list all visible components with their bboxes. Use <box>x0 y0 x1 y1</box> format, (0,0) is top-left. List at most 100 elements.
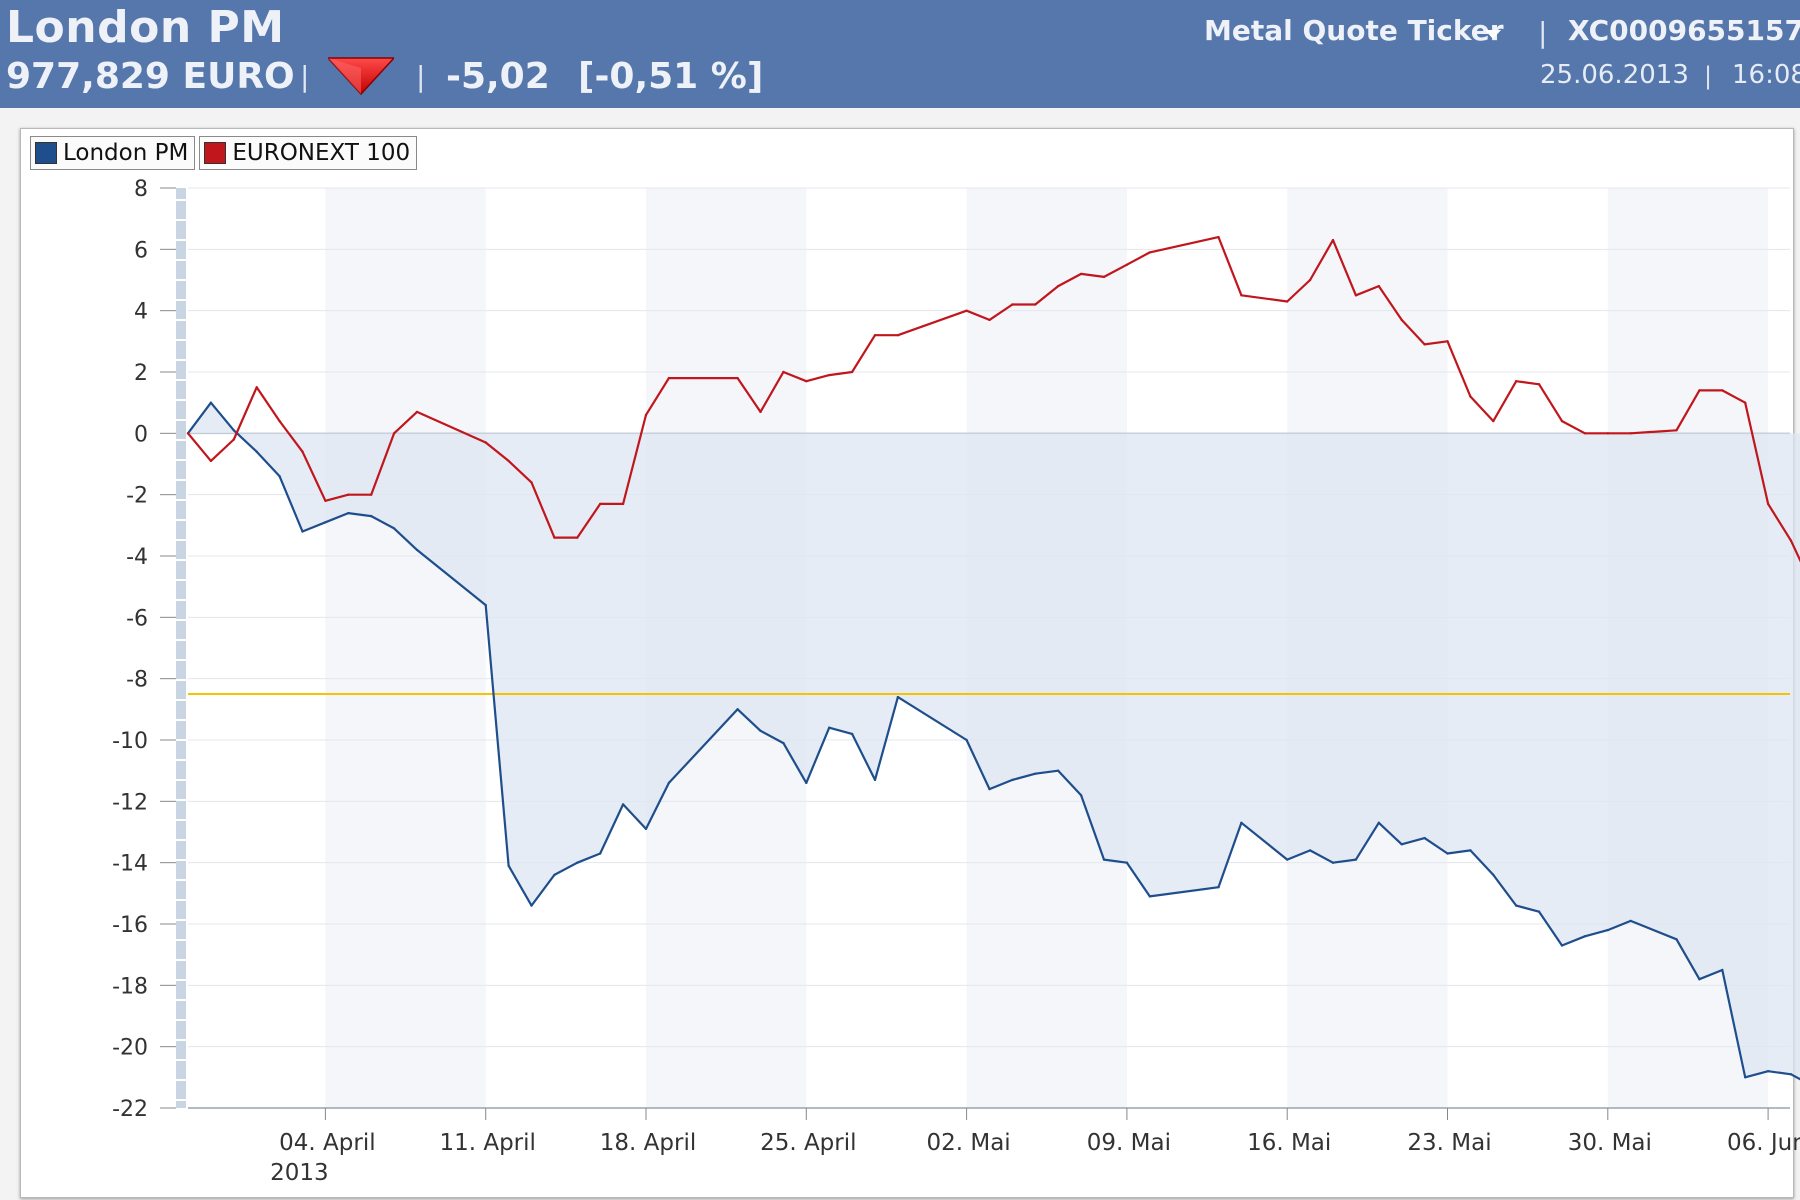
london-pm-point <box>1148 895 1152 898</box>
euronext-100-point <box>1240 294 1243 297</box>
euronext-100-point <box>255 386 258 389</box>
chart-legend: London PM EURONEXT 100 <box>30 136 418 170</box>
euronext-100-point <box>1721 389 1724 392</box>
london-pm-point <box>255 450 258 453</box>
euronext-100-point <box>1446 340 1449 343</box>
euronext-100-point <box>507 459 510 463</box>
euronext-100-point <box>1515 380 1518 383</box>
london-pm-point <box>873 778 877 782</box>
y-tick-label: -12 <box>112 790 148 815</box>
x-tick-label: 18. April <box>600 1130 696 1156</box>
x-year-label: 2013 <box>270 1160 329 1186</box>
chevron-down-icon[interactable] <box>1484 28 1502 40</box>
london-pm-point <box>209 401 213 404</box>
london-pm-point <box>1606 928 1610 932</box>
london-pm-point <box>1217 886 1220 889</box>
current-price: 977,829 EURO <box>6 56 295 97</box>
euronext-100-point <box>1698 389 1701 392</box>
euronext-100-point <box>576 536 579 539</box>
euronext-100-point <box>370 493 373 496</box>
y-tick-label: -18 <box>112 974 148 999</box>
euronext-100-point <box>1675 429 1678 432</box>
euronext-100-point <box>278 419 281 423</box>
y-tick-label: -6 <box>126 606 148 631</box>
london-pm-point <box>278 475 281 478</box>
london-pm-point <box>1675 938 1678 941</box>
london-pm-point <box>782 741 785 745</box>
legend-item-london-pm[interactable]: London PM <box>30 136 196 170</box>
ticker-menu[interactable]: Metal Quote Ticker <box>1204 14 1504 47</box>
london-pm-point <box>1698 978 1701 981</box>
london-pm-point <box>599 852 602 855</box>
london-pm-point <box>1423 836 1426 840</box>
euronext-100-point <box>1354 294 1358 297</box>
euronext-100-point <box>1629 432 1632 435</box>
euronext-100-point <box>599 502 602 506</box>
euronext-100-point <box>484 441 487 444</box>
down-arrow-icon <box>328 57 394 96</box>
x-tick-label: 02. Mai <box>926 1130 1010 1156</box>
london-pm-point <box>301 530 304 533</box>
london-pm-point <box>1125 861 1129 864</box>
y-tick-label: -20 <box>112 1036 148 1061</box>
quote-date: 25.06.2013 <box>1540 60 1689 90</box>
euronext-100-point <box>782 370 785 374</box>
euronext-100-point <box>988 318 991 322</box>
week-band <box>325 188 486 1108</box>
quote-header: London PM 977,829 EURO | | -5,02 [-0,51 … <box>0 0 1800 108</box>
isin-code: XC0009655157 <box>1568 14 1800 47</box>
euronext-100-point <box>1125 263 1129 266</box>
x-tick-label: 16. Mai <box>1247 1130 1331 1156</box>
london-pm-point <box>1446 852 1449 855</box>
london-pm-point <box>1766 1070 1770 1073</box>
y-tick-label: -8 <box>126 668 148 693</box>
london-pm-point <box>1629 919 1632 923</box>
london-pm-point <box>1560 944 1564 947</box>
euronext-100-point <box>850 370 854 374</box>
euronext-100-point <box>392 432 396 435</box>
price-change: -5,02 <box>446 56 550 97</box>
euronext-100-point <box>1148 251 1152 254</box>
x-tick-label: 30. Mai <box>1568 1130 1652 1156</box>
london-pm-point <box>1377 821 1381 824</box>
london-pm-point <box>232 429 235 432</box>
euronext-100-point <box>1079 272 1083 276</box>
euronext-100-point <box>1217 235 1220 239</box>
x-tick-label: 25. April <box>760 1130 856 1156</box>
london-pm-area <box>188 402 1800 1080</box>
london-pm-point <box>530 904 533 907</box>
euronext-100-point <box>644 413 648 417</box>
london-pm-point <box>1057 769 1060 772</box>
euronext-100-point <box>232 438 235 441</box>
euronext-100-point <box>1492 419 1495 423</box>
legend-item-euronext-100[interactable]: EURONEXT 100 <box>199 136 418 170</box>
euronext-100-point <box>1560 419 1564 423</box>
london-pm-point <box>370 514 373 518</box>
y-tick-label: -2 <box>126 484 148 509</box>
london-pm-point <box>1079 794 1083 797</box>
london-pm-point <box>896 695 900 699</box>
euronext-100-point <box>1102 275 1106 279</box>
euronext-100-point <box>1011 303 1014 306</box>
y-tick-label: 4 <box>134 300 148 325</box>
euronext-100-point <box>759 410 762 414</box>
x-tick-label: 04. April <box>279 1130 375 1156</box>
euronext-100-point <box>1377 284 1381 288</box>
london-pm-point <box>553 873 556 877</box>
legend-swatch <box>35 142 57 164</box>
separator: | <box>416 60 426 93</box>
euronext-100-point <box>1286 300 1289 303</box>
y-axis-bar <box>176 188 186 1108</box>
london-pm-point <box>1240 821 1243 824</box>
london-pm-point <box>415 548 419 552</box>
london-pm-point <box>1469 849 1472 852</box>
london-pm-point <box>1011 778 1014 782</box>
london-pm-point <box>1308 849 1312 852</box>
euronext-100-point <box>324 499 327 502</box>
euronext-100-point <box>965 309 968 312</box>
y-tick-label: 8 <box>134 177 148 202</box>
euronext-100-point <box>1469 395 1472 398</box>
euronext-100-point <box>1744 401 1747 404</box>
y-tick-label: -16 <box>112 913 148 938</box>
